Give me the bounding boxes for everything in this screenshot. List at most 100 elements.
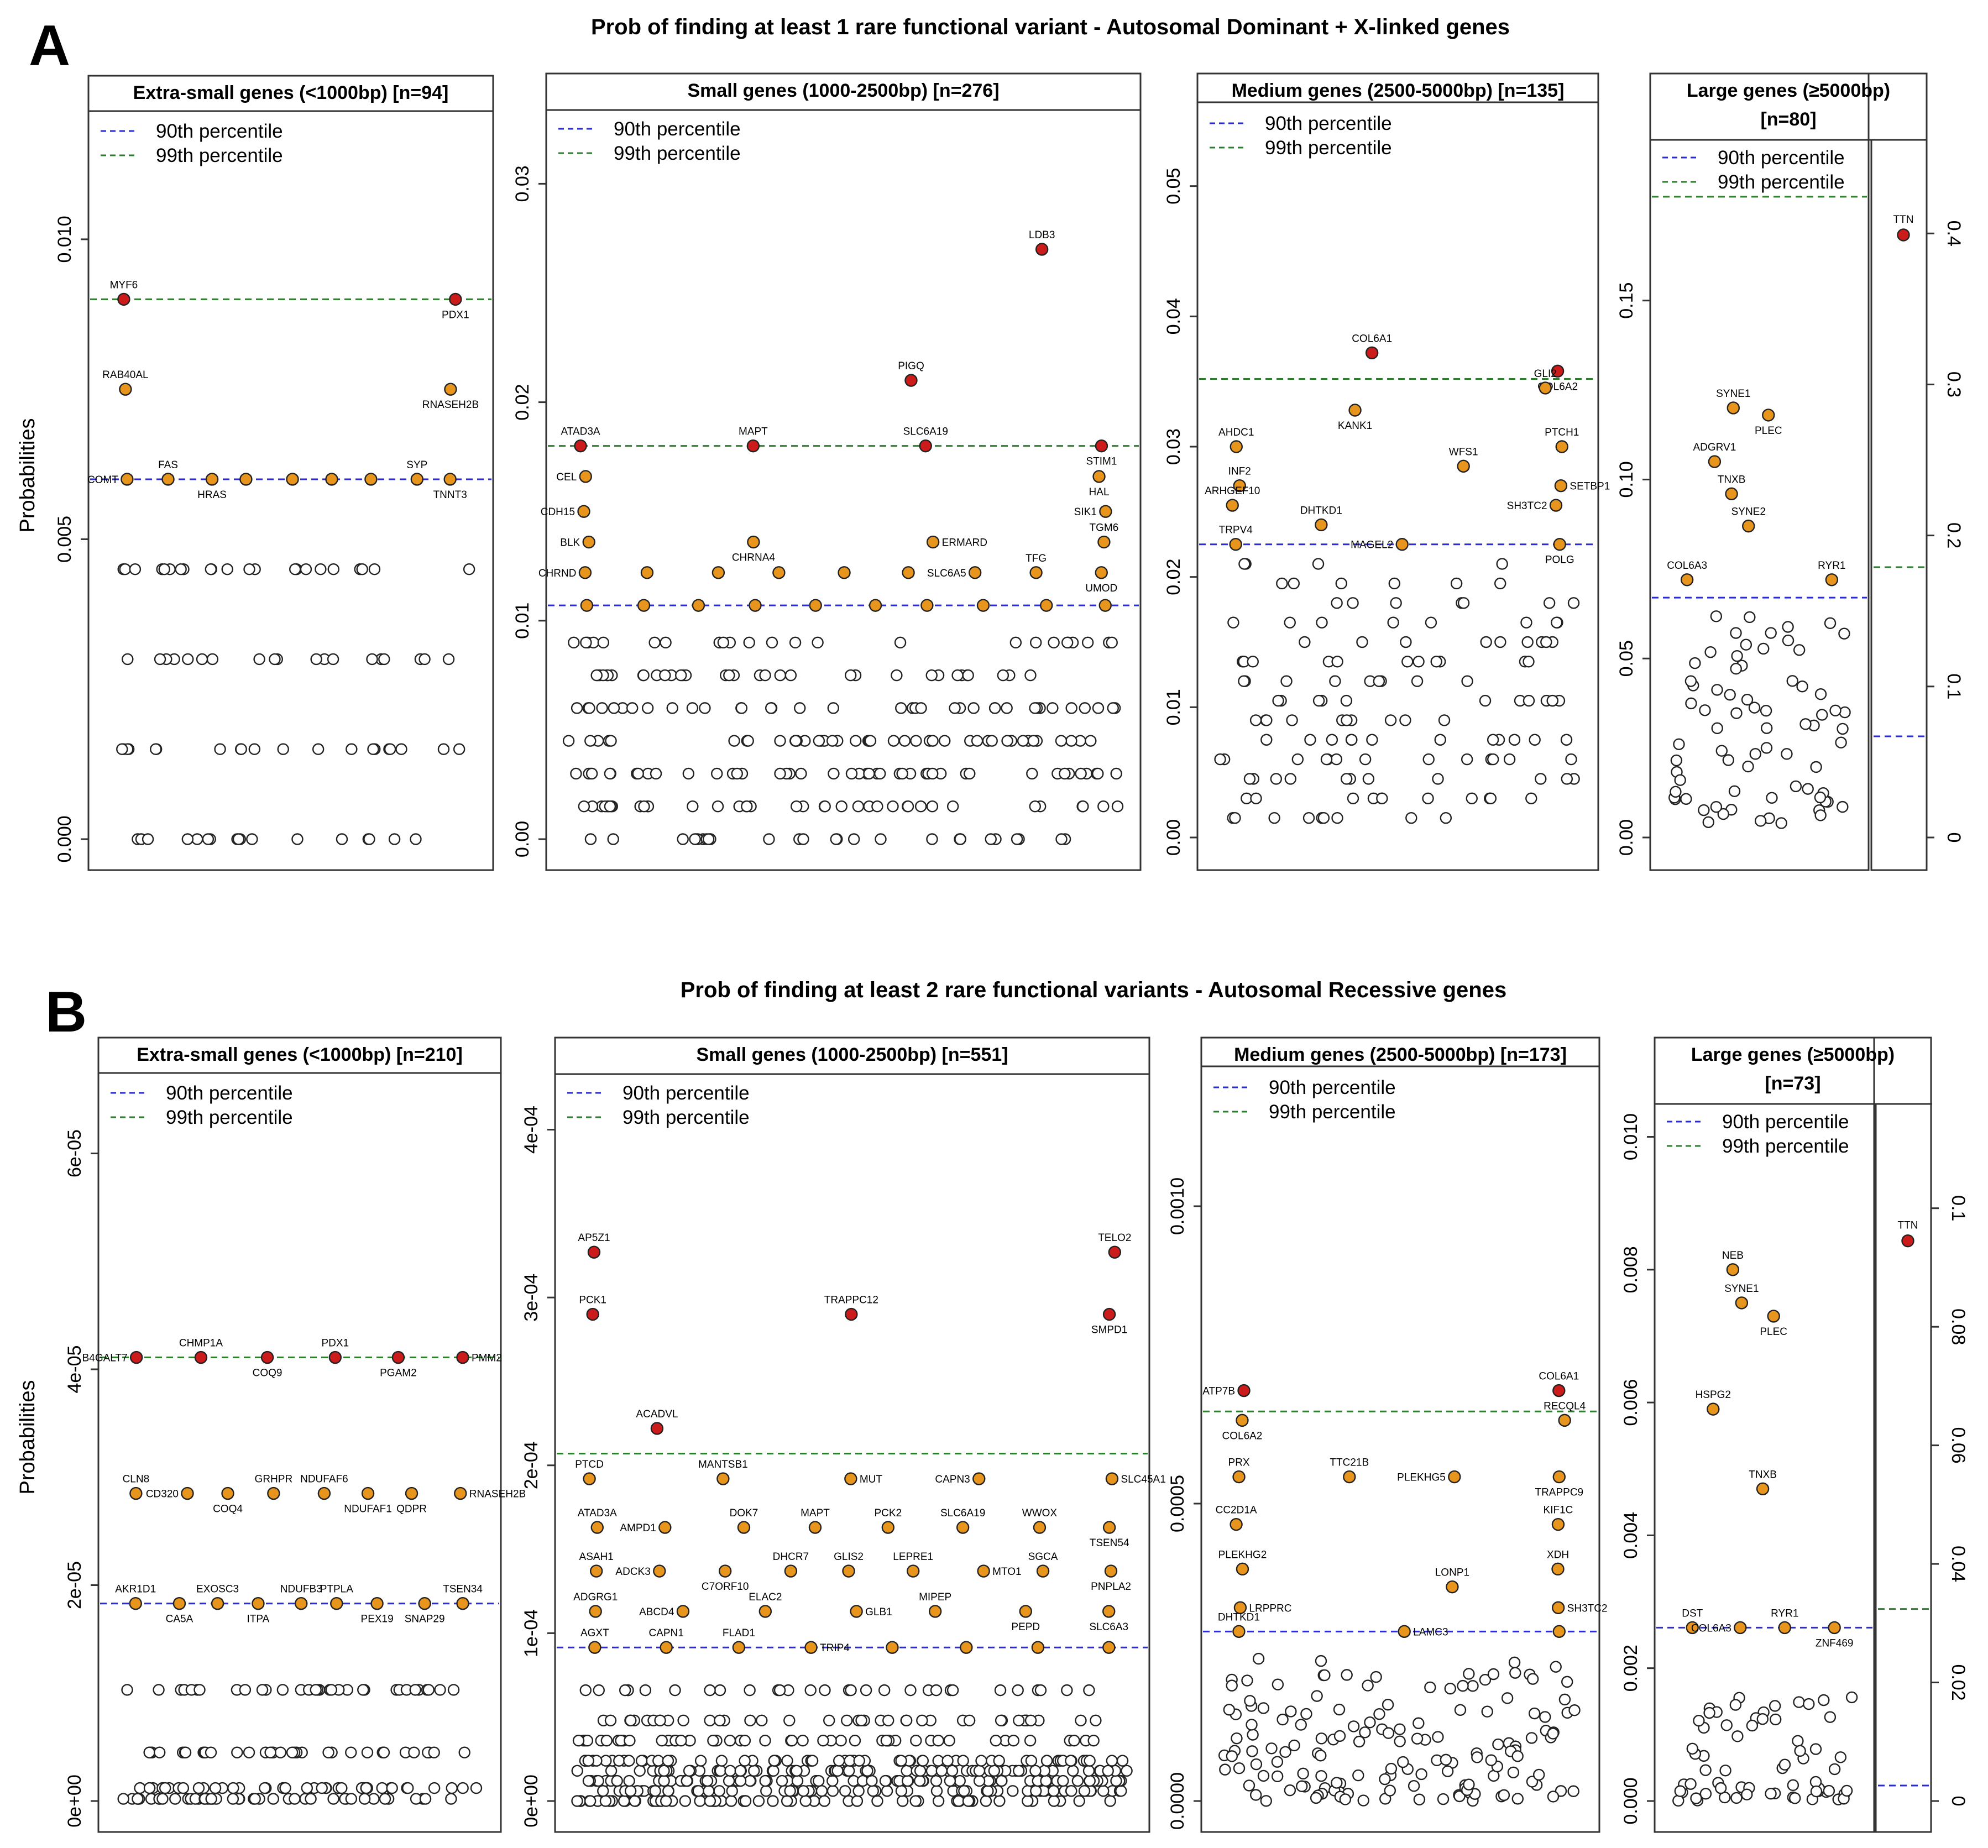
gene-point bbox=[1335, 577, 1347, 590]
gene-point bbox=[445, 1793, 457, 1805]
highlight-gene-point bbox=[172, 1597, 186, 1610]
gene-point bbox=[1730, 707, 1743, 719]
gene-point bbox=[660, 1795, 672, 1807]
y-tick-label: 0.04 bbox=[1163, 298, 1184, 334]
gene-label: MANTSB1 bbox=[698, 1459, 748, 1470]
highlight-gene-point bbox=[808, 1521, 822, 1534]
gene-point bbox=[1744, 611, 1756, 624]
highlight-gene-point bbox=[716, 1472, 730, 1485]
gene-label: LEPRE1 bbox=[893, 1551, 933, 1563]
gene-label: ZNF469 bbox=[1816, 1637, 1854, 1649]
gene-point bbox=[704, 1684, 716, 1697]
gene-label: WWOX bbox=[1022, 1507, 1058, 1519]
gene-point bbox=[1485, 1754, 1497, 1766]
highlight-gene-point bbox=[361, 1486, 375, 1500]
gene-point bbox=[797, 1785, 809, 1797]
gene-label: HRAS bbox=[197, 489, 227, 501]
legend-p99-label: 99th percentile bbox=[1722, 1135, 1849, 1157]
gene-point bbox=[682, 767, 695, 780]
gene-point bbox=[214, 743, 226, 755]
gene-point bbox=[1494, 577, 1506, 590]
gene-point bbox=[346, 743, 358, 755]
gene-label: C7ORF10 bbox=[702, 1581, 749, 1593]
gene-point bbox=[457, 1782, 469, 1794]
gene-point bbox=[1793, 644, 1806, 656]
highlight-gene-point bbox=[1040, 599, 1053, 612]
gene-point bbox=[1013, 1765, 1025, 1777]
gene-label: RNASEH2B bbox=[469, 1489, 526, 1500]
gene-point bbox=[1837, 723, 1849, 735]
gene-point bbox=[1430, 656, 1442, 668]
gene-point bbox=[1415, 1768, 1427, 1781]
gene-label: STIM1 bbox=[1086, 456, 1117, 468]
gene-label: RYR1 bbox=[1818, 560, 1845, 572]
highlight-gene-point bbox=[886, 1641, 899, 1654]
highlight-gene-point bbox=[589, 1564, 603, 1578]
gene-point bbox=[1741, 694, 1754, 706]
highlight-gene-point bbox=[1348, 404, 1362, 417]
gene-point bbox=[1405, 812, 1417, 824]
y-tick-label: 0.01 bbox=[512, 603, 533, 639]
gene-point bbox=[597, 636, 610, 649]
gene-point bbox=[985, 833, 997, 845]
gene-point bbox=[286, 1746, 299, 1758]
gene-point bbox=[1533, 1768, 1545, 1781]
highlight-gene-point bbox=[1102, 1307, 1116, 1321]
gene-point bbox=[1680, 793, 1692, 805]
gene-point bbox=[246, 833, 258, 845]
gene-point bbox=[205, 1793, 217, 1805]
highlight-gene-point bbox=[1553, 538, 1566, 551]
gene-label: SYNE2 bbox=[1731, 506, 1766, 518]
gene-point bbox=[1353, 1735, 1366, 1748]
gene-point bbox=[1412, 1717, 1425, 1729]
gene-point bbox=[1408, 1780, 1420, 1792]
gene-point bbox=[867, 1785, 879, 1797]
gene-point bbox=[993, 1795, 1006, 1807]
gene-point bbox=[623, 1774, 635, 1787]
gene-point bbox=[624, 1734, 636, 1747]
gene-label: AGXT bbox=[580, 1627, 609, 1639]
gene-label: WFS1 bbox=[1449, 446, 1478, 458]
gene-point bbox=[1463, 1668, 1475, 1680]
gene-point bbox=[1257, 1702, 1270, 1714]
gene-point bbox=[638, 800, 650, 813]
highlight-gene-point bbox=[692, 599, 705, 612]
gene-point bbox=[1317, 812, 1330, 824]
gene-point bbox=[925, 669, 938, 682]
gene-point bbox=[1326, 734, 1338, 746]
gene-point bbox=[1461, 675, 1473, 687]
gene-point bbox=[1824, 617, 1837, 630]
highlight-gene-point bbox=[579, 470, 592, 483]
gene-point bbox=[1384, 714, 1397, 726]
gene-point bbox=[1503, 753, 1516, 766]
highlight-gene-point bbox=[737, 1521, 751, 1534]
highlight-gene-point bbox=[1226, 499, 1239, 512]
highlight-gene-point bbox=[364, 473, 378, 486]
gene-point bbox=[1092, 767, 1104, 780]
gene-point bbox=[1835, 736, 1847, 748]
gene-point bbox=[1699, 704, 1711, 716]
gene-point bbox=[1507, 1766, 1520, 1778]
legend-p90-label: 90th percentile bbox=[622, 1082, 750, 1104]
gene-point bbox=[791, 1774, 804, 1787]
highlight-gene-point bbox=[456, 1597, 469, 1610]
gene-point bbox=[1754, 815, 1767, 827]
gene-point bbox=[1243, 1779, 1255, 1792]
gene-label: MYF6 bbox=[110, 279, 138, 291]
gene-point bbox=[1040, 1774, 1052, 1787]
gene-point bbox=[1724, 689, 1736, 701]
gene-point bbox=[1670, 786, 1682, 798]
gene-point bbox=[1810, 1785, 1823, 1798]
gene-point bbox=[117, 1793, 129, 1805]
gene-point bbox=[593, 1684, 605, 1697]
gene-point bbox=[121, 1684, 133, 1696]
gene-point bbox=[1467, 1680, 1479, 1692]
gene-point bbox=[327, 1793, 339, 1805]
highlight-gene-point bbox=[580, 599, 594, 612]
gene-point bbox=[1765, 627, 1777, 639]
gene-point bbox=[853, 1755, 865, 1767]
outlier-tick-label: 0.2 bbox=[1943, 522, 1964, 548]
gene-point bbox=[739, 1734, 751, 1747]
gene-label: PGAM2 bbox=[380, 1368, 417, 1379]
gene-point bbox=[944, 1774, 956, 1787]
